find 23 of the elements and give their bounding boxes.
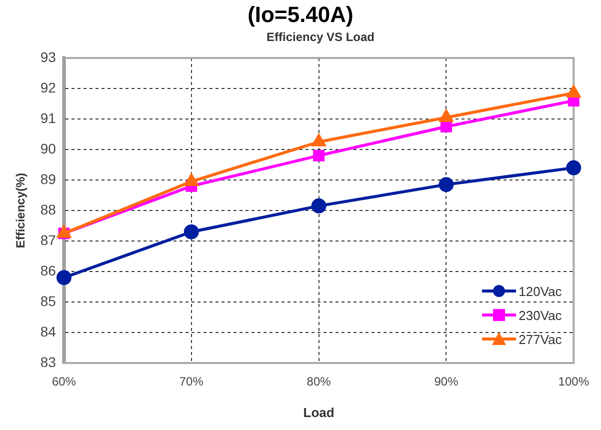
x-tick-label: 90% (434, 374, 459, 389)
y-tick-label: 93 (40, 48, 56, 65)
y-axis-title: Efficiency(%) (14, 172, 28, 248)
y-tick-label: 85 (40, 292, 56, 309)
y-tick-label: 90 (40, 140, 56, 156)
chart-subtitle: Efficiency VS Load (265, 30, 376, 44)
y-tick-label: 91 (40, 110, 56, 126)
x-axis-title: Load (303, 404, 334, 420)
legend-label: 277Vac (518, 332, 562, 346)
x-tick-label: 80% (306, 374, 332, 389)
y-tick-label: 86 (40, 262, 56, 278)
x-tick-label: 100% (558, 374, 590, 389)
legend-label: 230Vac (518, 308, 562, 322)
chart-title: (Io=5.40A) (246, 2, 354, 28)
legend-label: 120Vac (518, 284, 562, 298)
y-tick-label: 88 (40, 201, 56, 218)
y-tick-label: 83 (40, 354, 56, 370)
y-tick-label: 84 (40, 323, 56, 340)
x-tick-label: 60% (52, 374, 76, 389)
y-tick-label: 87 (40, 232, 56, 248)
y-tick-label: 92 (40, 79, 56, 96)
x-tick-label: 70% (179, 374, 204, 389)
y-tick-label: 89 (40, 170, 56, 187)
